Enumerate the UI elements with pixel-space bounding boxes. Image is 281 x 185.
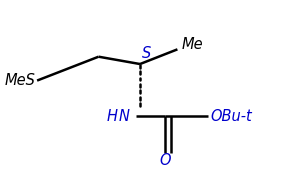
Text: S: S xyxy=(142,46,151,61)
Text: OBu-t: OBu-t xyxy=(211,109,253,124)
Text: H: H xyxy=(106,109,117,124)
Text: N: N xyxy=(119,109,130,124)
Text: Me: Me xyxy=(182,37,203,52)
Text: MeS: MeS xyxy=(5,73,36,88)
Text: O: O xyxy=(160,153,171,168)
